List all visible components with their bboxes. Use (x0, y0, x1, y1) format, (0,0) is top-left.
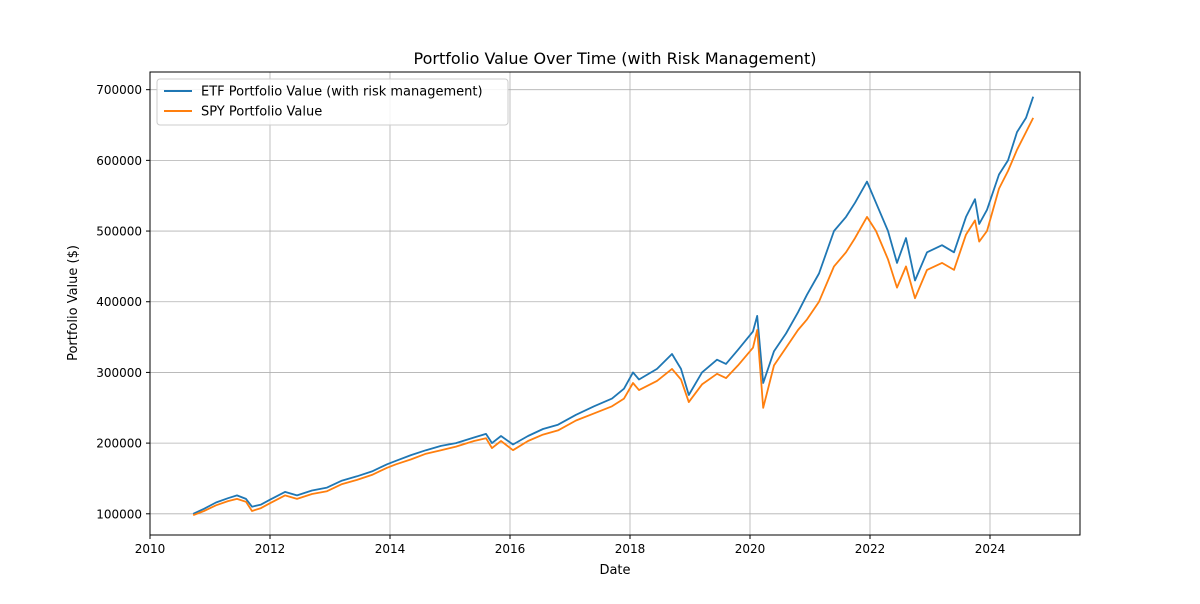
grid (150, 72, 1080, 535)
chart-title: Portfolio Value Over Time (with Risk Man… (414, 49, 817, 68)
y-tick-label: 600000 (96, 154, 142, 168)
plot-frame (149, 71, 1081, 536)
x-tick-label: 2016 (495, 542, 526, 556)
y-tick-label: 500000 (96, 225, 142, 239)
x-axis-label: Date (599, 563, 630, 578)
x-tick-label: 2014 (375, 542, 406, 556)
y-tick-label: 300000 (96, 366, 142, 380)
etf-portfolio-line (192, 96, 1035, 515)
x-tick-label: 2022 (855, 542, 886, 556)
x-tick-label: 2010 (135, 542, 166, 556)
axis-ticks: 2010 2012 2014 2016 2018 2020 2022 2024 100000 20… (96, 83, 1005, 556)
legend-label-etf: ETF Portfolio Value (with risk managemen… (201, 85, 483, 100)
y-tick-label: 700000 (96, 83, 142, 97)
legend-box (156, 78, 509, 126)
y-tick-label: 100000 (96, 507, 142, 521)
x-tick-label: 2018 (615, 542, 646, 556)
legend-label-spy: SPY Portfolio Value (201, 105, 322, 120)
y-tick-label: 200000 (96, 437, 142, 451)
legend: ETF Portfolio Value (with risk managemen… (156, 78, 509, 126)
x-tick-label: 2012 (255, 542, 286, 556)
x-tick-label: 2020 (735, 542, 766, 556)
spy-portfolio-line (192, 117, 1035, 517)
y-tick-label: 400000 (96, 295, 142, 309)
series-lines (192, 96, 1035, 517)
x-tick-label: 2024 (975, 542, 1006, 556)
y-axis-label: Portfolio Value ($) (66, 245, 81, 361)
